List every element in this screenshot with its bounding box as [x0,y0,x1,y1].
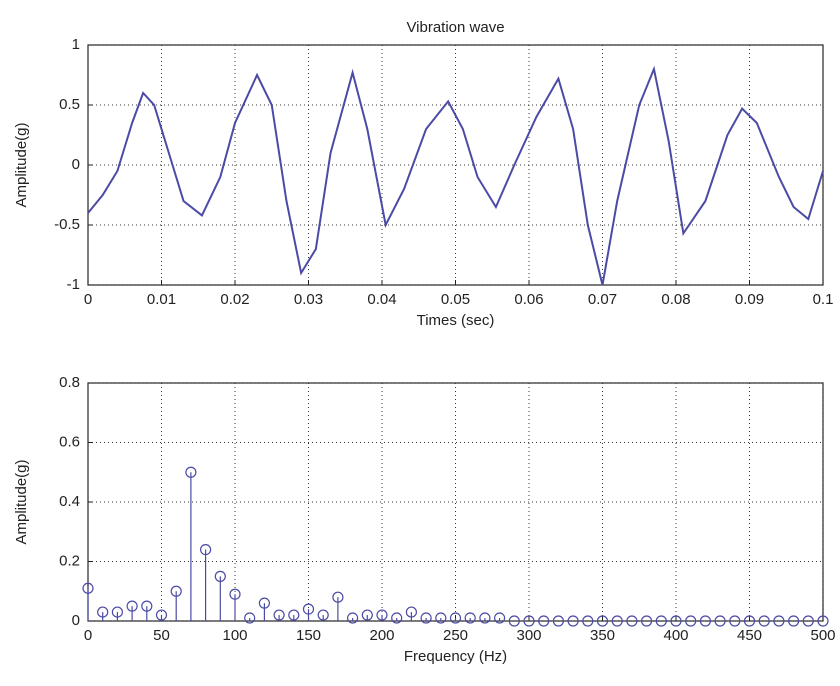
stem-marker [596,615,609,627]
x-tick-label: 100 [222,627,247,644]
stem-marker [685,615,697,627]
x-tick-label: 0.07 [588,291,617,308]
x-tick-label: 350 [590,627,615,644]
stem-marker [758,615,770,627]
stem-marker [494,612,506,624]
stem-marker [214,570,226,582]
x-tick-label: 0.05 [441,291,470,308]
x-tick-label: 0.09 [735,291,764,308]
stem-marker [773,615,785,627]
stem-marker [244,612,256,624]
stem-marker [552,615,565,627]
stem-marker [538,615,550,627]
stem-marker [611,615,623,627]
x-tick-label: 0.03 [294,291,323,308]
stem-marker [523,615,535,627]
stem-marker [170,585,182,597]
stem-marker [567,615,579,627]
x-tick-label: 500 [810,627,835,644]
x-tick-label: 0.01 [147,291,176,308]
stem-marker [126,600,138,612]
y-tick-label: 0.8 [59,374,80,391]
x-tick-label: 200 [369,627,394,644]
x-tick-label: 0.06 [514,291,543,308]
x-tick-label: 0.04 [367,291,396,308]
x-tick-label: 0 [84,627,92,644]
stem-marker [273,609,285,621]
stem-marker [185,466,197,478]
x-tick-label: 250 [443,627,468,644]
stem-marker [405,606,417,618]
x-tick-label: 50 [153,627,170,644]
stem-marker [787,615,800,627]
stem-marker [817,615,829,627]
y-tick-label: -0.5 [54,216,80,233]
y-axis-label: Amplitude(g) [13,459,30,544]
y-tick-label: 0.4 [59,493,80,510]
stem-marker [626,615,638,627]
stem-marker [141,600,153,612]
stem-marker [332,591,344,603]
y-tick-label: 0 [72,612,80,629]
x-axis-label: Times (sec) [417,312,495,329]
x-tick-label: 300 [516,627,541,644]
stem-marker [111,606,124,618]
y-tick-label: 1 [72,36,80,53]
stem-marker [347,612,359,624]
y-tick-label: -1 [67,276,80,293]
stem-marker [640,615,653,627]
x-tick-label: 150 [296,627,321,644]
stem-marker [670,615,682,627]
stem-marker [449,612,462,624]
chart-title: Vibration wave [406,19,504,36]
x-tick-label: 0.08 [661,291,690,308]
stem-marker [288,609,300,621]
stem-marker [729,615,741,627]
stem-marker [699,615,712,627]
stem-marker [508,615,520,627]
x-tick-label: 0.02 [220,291,249,308]
stem-marker [714,615,726,627]
stem-marker [435,612,447,624]
x-tick-label: 0.1 [813,291,834,308]
stem-marker [317,609,329,621]
stem-marker [802,615,814,627]
stem-marker [155,609,168,621]
stem-marker [743,615,756,627]
wave-line [87,65,824,286]
stem-marker [391,612,403,624]
stem-marker [655,615,667,627]
stem-marker [376,609,388,621]
x-tick-label: 0 [84,291,92,308]
x-axis-label: Frequency (Hz) [404,648,507,665]
y-tick-label: 0.6 [59,433,80,450]
stem-marker [229,588,241,600]
y-tick-label: 0.2 [59,552,80,569]
y-axis-label: Amplitude(g) [13,122,30,207]
y-tick-label: 0.5 [59,96,80,113]
stem-marker [302,603,315,615]
stem-marker [97,606,109,618]
x-tick-label: 450 [737,627,762,644]
stem-marker [420,612,432,624]
stem-marker [582,615,594,627]
stem-marker [361,609,373,621]
y-tick-label: 0 [72,156,80,173]
stem-marker [479,612,491,624]
stem-marker [464,612,476,624]
stem-marker [82,582,94,594]
x-tick-label: 400 [663,627,688,644]
stem-marker [258,597,270,609]
stem-marker [200,543,212,556]
